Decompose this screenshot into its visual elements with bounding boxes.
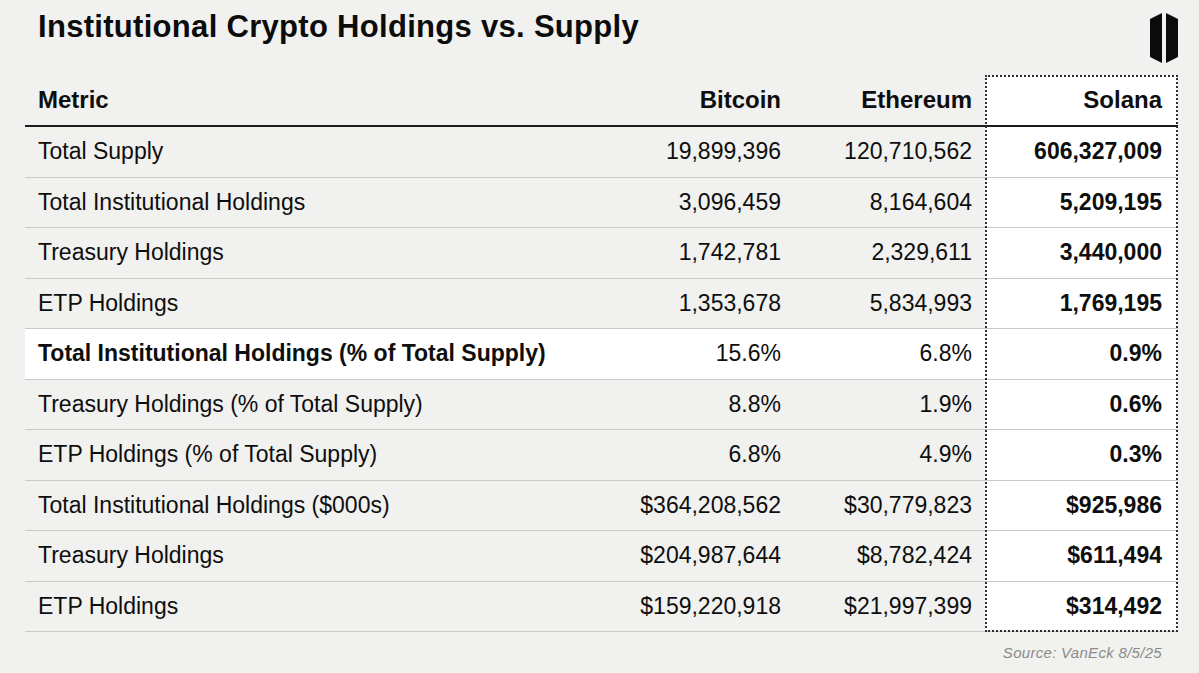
- table-row: ETP Holdings $159,220,918 $21,997,399 $3…: [25, 582, 1178, 633]
- bitcoin-value: 1,353,678: [581, 279, 781, 329]
- solana-value: 1,769,195: [972, 279, 1178, 329]
- table-row: Treasury Holdings 1,742,781 2,329,611 3,…: [25, 228, 1178, 279]
- metric-label: Treasury Holdings: [25, 228, 581, 278]
- table-row: ETP Holdings 1,353,678 5,834,993 1,769,1…: [25, 279, 1178, 330]
- bitcoin-value: 15.6%: [581, 329, 781, 379]
- bitcoin-value: $204,987,644: [581, 531, 781, 581]
- table-row: Total Supply 19,899,396 120,710,562 606,…: [25, 127, 1178, 178]
- table-row: ETP Holdings (% of Total Supply) 6.8% 4.…: [25, 430, 1178, 481]
- vaneck-logo-icon: [1150, 13, 1178, 63]
- ethereum-value: 2,329,611: [781, 228, 972, 278]
- bitcoin-value: $364,208,562: [581, 481, 781, 531]
- solana-value: 0.3%: [972, 430, 1178, 480]
- bitcoin-value: $159,220,918: [581, 582, 781, 632]
- table-row: Treasury Holdings (% of Total Supply) 8.…: [25, 380, 1178, 431]
- metric-label: ETP Holdings (% of Total Supply): [25, 430, 581, 480]
- bitcoin-value: 19,899,396: [581, 127, 781, 177]
- metric-label: Total Institutional Holdings ($000s): [25, 481, 581, 531]
- table-header-row: Metric Bitcoin Ethereum Solana: [25, 75, 1178, 127]
- bitcoin-value: 8.8%: [581, 380, 781, 430]
- solana-value: 5,209,195: [972, 178, 1178, 228]
- metric-label: Treasury Holdings (% of Total Supply): [25, 380, 581, 430]
- table-row: Total Institutional Holdings 3,096,459 8…: [25, 178, 1178, 229]
- solana-value: $314,492: [972, 582, 1178, 632]
- column-header-bitcoin: Bitcoin: [581, 75, 781, 125]
- solana-value: 606,327,009: [972, 127, 1178, 177]
- column-header-ethereum: Ethereum: [781, 75, 972, 125]
- column-header-solana: Solana: [972, 75, 1178, 125]
- table-row: Treasury Holdings $204,987,644 $8,782,42…: [25, 531, 1178, 582]
- metric-label: Treasury Holdings: [25, 531, 581, 581]
- metric-label: ETP Holdings: [25, 582, 581, 632]
- ethereum-value: $30,779,823: [781, 481, 972, 531]
- table-row: Total Institutional Holdings ($000s) $36…: [25, 481, 1178, 532]
- column-header-metric: Metric: [25, 75, 581, 125]
- solana-value: 0.6%: [972, 380, 1178, 430]
- solana-value: 0.9%: [972, 329, 1178, 379]
- solana-value: $925,986: [972, 481, 1178, 531]
- source-note: Source: VanEck 8/5/25: [1003, 644, 1162, 661]
- solana-value: 3,440,000: [972, 228, 1178, 278]
- metric-label: Total Institutional Holdings: [25, 178, 581, 228]
- bitcoin-value: 3,096,459: [581, 178, 781, 228]
- ethereum-value: 4.9%: [781, 430, 972, 480]
- metric-label: Total Institutional Holdings (% of Total…: [25, 329, 581, 379]
- ethereum-value: $8,782,424: [781, 531, 972, 581]
- holdings-table: Metric Bitcoin Ethereum Solana Total Sup…: [25, 75, 1178, 632]
- solana-value: $611,494: [972, 531, 1178, 581]
- ethereum-value: 8,164,604: [781, 178, 972, 228]
- bitcoin-value: 6.8%: [581, 430, 781, 480]
- metric-label: Total Supply: [25, 127, 581, 177]
- page-title: Institutional Crypto Holdings vs. Supply: [38, 9, 639, 45]
- ethereum-value: 120,710,562: [781, 127, 972, 177]
- ethereum-value: $21,997,399: [781, 582, 972, 632]
- ethereum-value: 1.9%: [781, 380, 972, 430]
- ethereum-value: 6.8%: [781, 329, 972, 379]
- bitcoin-value: 1,742,781: [581, 228, 781, 278]
- ethereum-value: 5,834,993: [781, 279, 972, 329]
- metric-label: ETP Holdings: [25, 279, 581, 329]
- table-row-highlighted: Total Institutional Holdings (% of Total…: [25, 329, 1178, 380]
